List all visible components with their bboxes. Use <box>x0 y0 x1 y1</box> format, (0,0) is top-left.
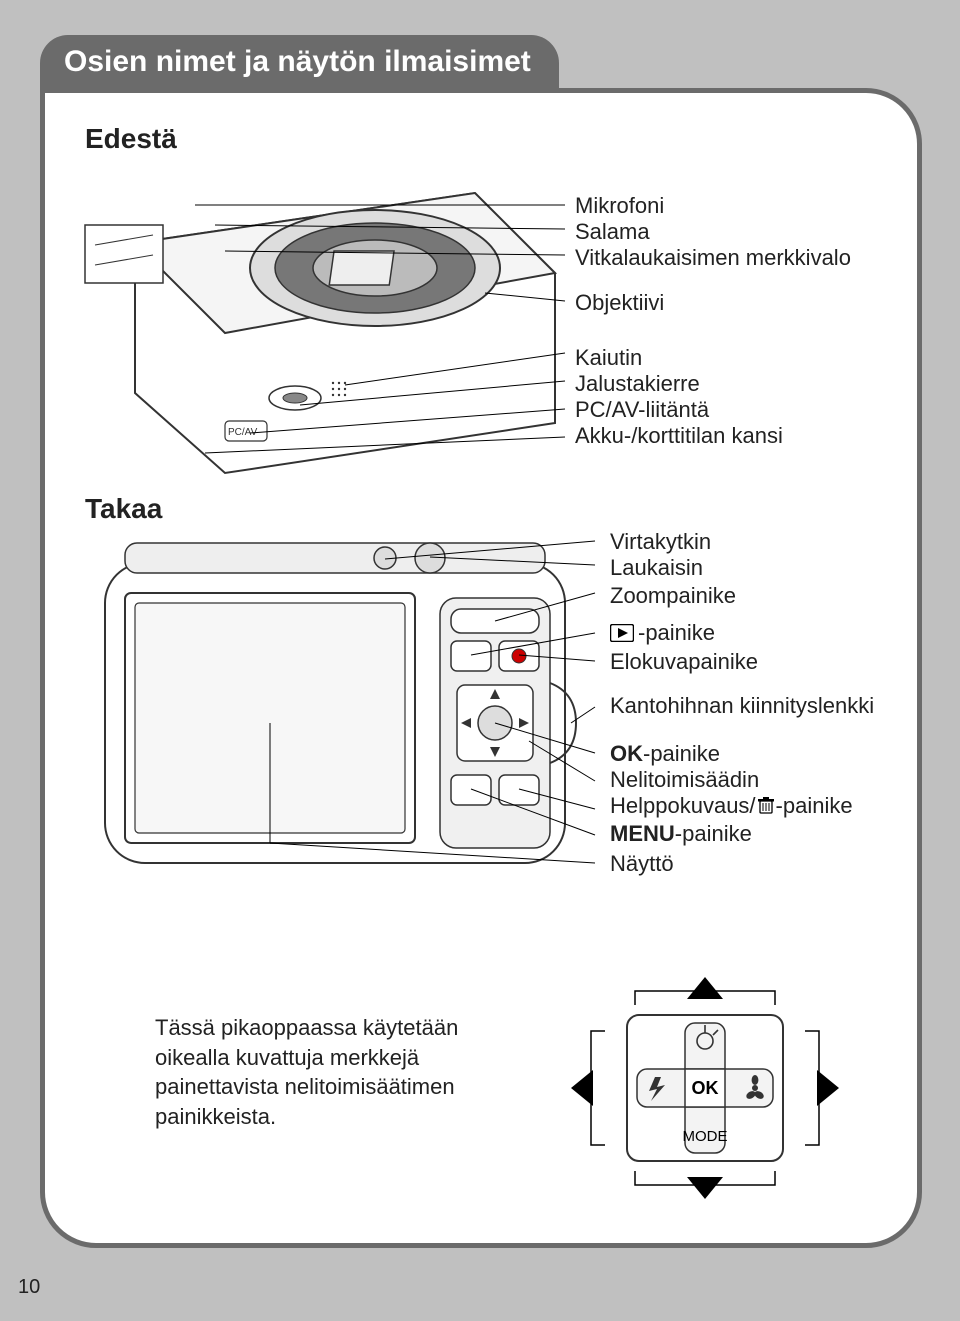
play-icon <box>610 624 634 642</box>
label-pcav: PC/AV-liitäntä <box>575 397 709 423</box>
label-strap: Kantohihnan kiinnityslenkki <box>610 693 874 719</box>
dpad-mode-text: MODE <box>683 1128 728 1145</box>
page-number: 10 <box>18 1276 40 1299</box>
note-text: Tässä pikaoppaassa käytetään oikealla ku… <box>155 1013 485 1132</box>
label-four-way: Nelitoimisäädin <box>610 767 759 793</box>
label-lens: Objektiivi <box>575 290 664 316</box>
dpad-ok-text: OK <box>692 1078 719 1098</box>
content-panel: Edestä PC/AV <box>40 88 922 1248</box>
label-timer-light: Vitkalaukaisimen merkkivalo <box>575 245 851 271</box>
label-green: Helppokuvaus/-painike <box>610 793 853 819</box>
back-section-title: Takaa <box>85 493 162 525</box>
label-menu: MENU-painike <box>610 821 752 847</box>
label-play: -painike <box>610 620 715 646</box>
label-power: Virtakytkin <box>610 529 711 555</box>
label-shutter: Laukaisin <box>610 555 703 581</box>
page-tab-title: Osien nimet ja näytön ilmaisimet <box>40 35 559 89</box>
trash-icon <box>758 797 774 815</box>
label-battery-cover: Akku-/korttitilan kansi <box>575 423 783 449</box>
label-movie: Elokuvapainike <box>610 649 758 675</box>
dpad-diagram: OK MODE <box>565 973 845 1208</box>
label-display: Näyttö <box>610 851 674 877</box>
back-camera-diagram <box>95 523 605 903</box>
label-ok: OK-painike <box>610 741 720 767</box>
label-flash: Salama <box>575 219 650 245</box>
front-section-title: Edestä <box>85 123 177 155</box>
label-zoom: Zoompainike <box>610 583 736 609</box>
front-camera-diagram: PC/AV <box>75 153 585 483</box>
label-tripod: Jalustakierre <box>575 371 700 397</box>
label-speaker: Kaiutin <box>575 345 642 371</box>
label-microphone: Mikrofoni <box>575 193 664 219</box>
